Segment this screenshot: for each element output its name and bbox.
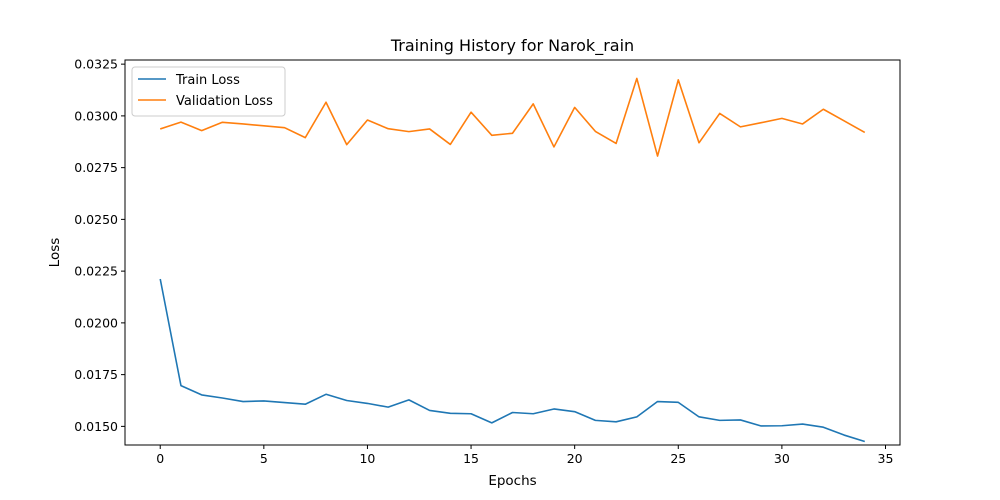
x-axis: 0 5 10 15 20 25 30 35 — [156, 445, 893, 466]
legend-label-train-loss: Train Loss — [175, 73, 240, 88]
y-tick-label: 0.0175 — [74, 367, 118, 382]
legend-box — [131, 66, 286, 117]
x-tick-label: 15 — [463, 451, 479, 466]
x-tick-label: 25 — [670, 451, 686, 466]
y-axis: 0.0150 0.0175 0.0200 0.0225 0.0250 0.0275 0.03… — [74, 57, 125, 434]
series-line-validation-loss — [159, 77, 866, 157]
x-tick-label: 10 — [359, 451, 375, 466]
y-tick-label: 0.0150 — [74, 419, 118, 434]
y-tick-label: 0.0225 — [74, 264, 118, 279]
y-axis-label: Loss — [47, 238, 63, 268]
y-tick-label: 0.0275 — [74, 160, 118, 175]
y-tick-label: 0.0325 — [74, 57, 118, 72]
y-tick-label: 0.0250 — [74, 212, 118, 227]
plot-lines — [159, 77, 866, 443]
x-tick-label: 20 — [567, 451, 583, 466]
x-tick-label: 35 — [878, 451, 894, 466]
y-tick-label: 0.0200 — [74, 315, 118, 330]
x-axis-label: Epochs — [488, 473, 536, 489]
legend-label-validation-loss: Validation Loss — [176, 94, 273, 109]
x-tick-label: 0 — [156, 451, 164, 466]
x-tick-label: 5 — [260, 451, 268, 466]
y-tick-label: 0.0300 — [74, 108, 118, 123]
legend: Train Loss Validation Loss — [131, 66, 286, 117]
plot-frame — [124, 59, 901, 446]
chart-title: Training History for Narok_rain — [390, 36, 634, 56]
x-tick-label: 30 — [774, 451, 790, 466]
series-line-train-loss — [159, 278, 866, 443]
